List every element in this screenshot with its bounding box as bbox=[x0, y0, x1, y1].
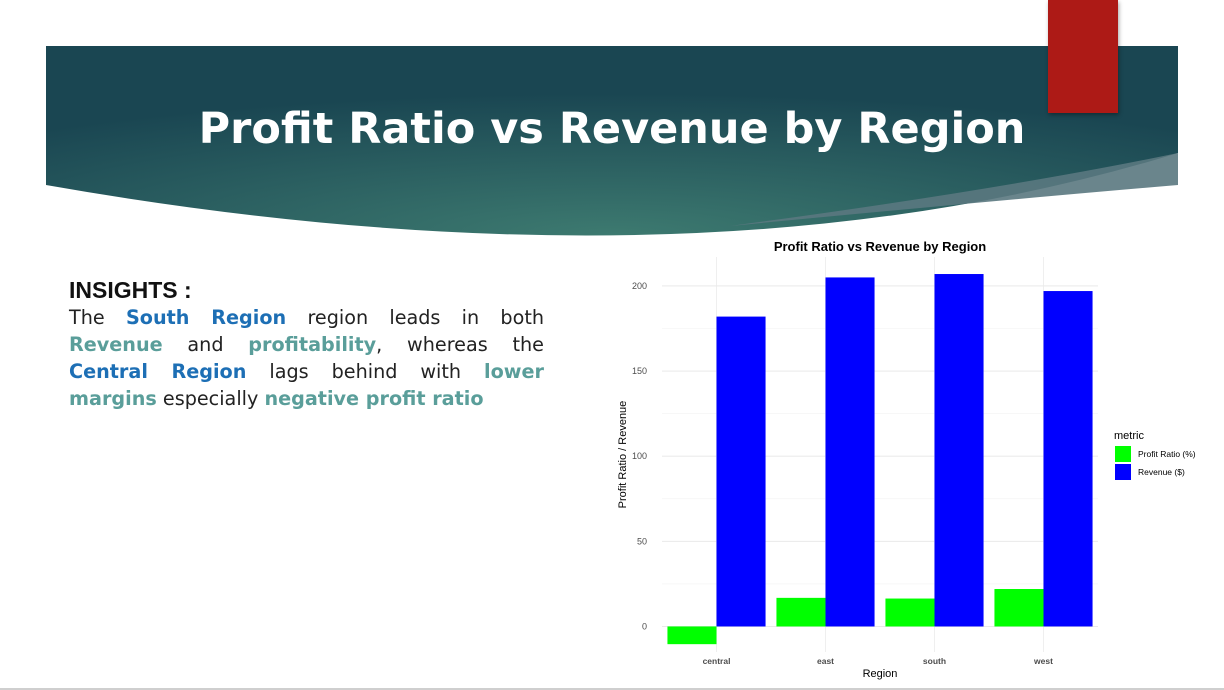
insight-highlight: profitability bbox=[248, 333, 377, 356]
insight-text: and bbox=[162, 333, 249, 356]
x-tick-label: east bbox=[817, 656, 834, 666]
insight-text: especially bbox=[156, 387, 265, 410]
insight-highlight: South Region bbox=[125, 306, 287, 329]
legend-swatch bbox=[1115, 464, 1131, 480]
bar-central-series-2 bbox=[716, 316, 766, 627]
x-tick-label: west bbox=[1033, 656, 1053, 666]
slide-title: Profit Ratio vs Revenue by Region bbox=[198, 104, 1026, 154]
bar-west-series-2 bbox=[1043, 291, 1093, 627]
y-tick-label: 150 bbox=[632, 366, 647, 376]
y-tick-label: 200 bbox=[632, 281, 647, 291]
banner-swoosh bbox=[730, 153, 1178, 226]
bottom-divider bbox=[0, 688, 1224, 690]
red-accent-tab bbox=[1048, 0, 1118, 113]
bar-central-series-1 bbox=[667, 626, 717, 645]
insight-text: region leads in both bbox=[286, 306, 544, 329]
bar-east-series-2 bbox=[825, 277, 875, 627]
insight-text: , whereas the bbox=[376, 333, 544, 356]
x-tick-label: south bbox=[923, 656, 946, 666]
title-banner bbox=[46, 46, 1178, 236]
y-tick-label: 100 bbox=[632, 451, 647, 461]
insights-panel: INSIGHTS : The South Region region leads… bbox=[69, 276, 544, 412]
bar-south-series-1 bbox=[885, 598, 935, 627]
y-tick-label: 50 bbox=[637, 536, 647, 546]
banner-shape bbox=[46, 46, 1178, 236]
legend-title: metric bbox=[1114, 430, 1144, 442]
x-axis-title: Region bbox=[863, 668, 898, 680]
insight-highlight: Revenue bbox=[69, 333, 163, 356]
legend-swatch bbox=[1115, 446, 1131, 462]
bar-south-series-2 bbox=[934, 274, 984, 627]
insight-highlight: negative profit ratio bbox=[264, 387, 484, 410]
insights-text: The South Region region leads in both Re… bbox=[69, 304, 544, 412]
y-axis-title: Profit Ratio / Revenue bbox=[617, 401, 629, 509]
bar-east-series-1 bbox=[776, 597, 826, 627]
legend-label: Profit Ratio (%) bbox=[1138, 449, 1196, 459]
legend-label: Revenue ($) bbox=[1138, 467, 1185, 477]
insight-highlight: Central Region bbox=[69, 360, 247, 383]
insight-text: lags behind with bbox=[246, 360, 485, 383]
y-tick-label: 0 bbox=[642, 621, 647, 631]
bar-west-series-1 bbox=[994, 589, 1044, 627]
insight-highlight: lower margins bbox=[69, 360, 544, 410]
insights-heading: INSIGHTS : bbox=[69, 277, 192, 303]
x-tick-label: central bbox=[703, 656, 731, 666]
chart-title: Profit Ratio vs Revenue by Region bbox=[774, 239, 986, 254]
insight-text: The bbox=[69, 306, 126, 329]
bar-chart: Profit Ratio vs Revenue by Region 0 50 100 1… bbox=[617, 239, 1196, 680]
